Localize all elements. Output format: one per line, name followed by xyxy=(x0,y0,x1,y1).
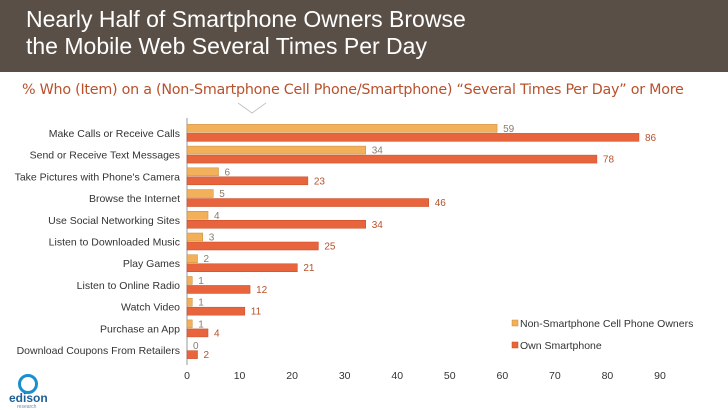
bar-smartphone xyxy=(186,306,246,316)
data-label: 1 xyxy=(198,298,204,309)
bar-non-smartphone xyxy=(186,211,209,220)
logo-subtext: research xyxy=(17,404,37,410)
bar-smartphone xyxy=(186,263,298,272)
data-label: 12 xyxy=(256,285,268,296)
data-label: 21 xyxy=(303,263,315,274)
subtitle-callout-notch xyxy=(237,102,267,114)
data-label: 2 xyxy=(204,350,210,361)
x-tick-label: 70 xyxy=(549,370,561,382)
data-label: 4 xyxy=(214,211,220,222)
category-label: Use Social Networking Sites xyxy=(48,215,180,227)
data-label: 34 xyxy=(372,220,384,231)
x-tick-label: 80 xyxy=(602,370,614,382)
data-label: 0 xyxy=(193,341,199,352)
category-label: Send or Receive Text Messages xyxy=(30,150,180,162)
x-tick-label: 0 xyxy=(184,370,190,382)
bar-smartphone xyxy=(186,350,198,359)
bar-smartphone xyxy=(186,328,209,338)
x-tick-label: 30 xyxy=(339,370,351,382)
category-label: Purchase an App xyxy=(100,323,180,335)
x-tick-label: 10 xyxy=(234,370,246,382)
data-label: 11 xyxy=(251,307,262,318)
data-label: 1 xyxy=(198,319,204,330)
edison-logo: edison research xyxy=(8,374,68,410)
data-label: 25 xyxy=(324,242,336,253)
data-label: 86 xyxy=(645,133,657,144)
category-label: Watch Video xyxy=(121,302,180,314)
legend-swatch-non-smartphone xyxy=(511,319,519,327)
category-label: Take Pictures with Phone's Camera xyxy=(15,171,181,183)
data-label: 5 xyxy=(219,189,225,200)
data-label: 34 xyxy=(372,146,384,157)
data-label: 4 xyxy=(214,328,220,339)
bar-non-smartphone xyxy=(186,189,214,198)
bar-non-smartphone xyxy=(186,276,193,285)
legend-label: Non-Smartphone Cell Phone Owners xyxy=(520,318,693,330)
bar-smartphone xyxy=(186,241,319,251)
category-label: Make Calls or Receive Calls xyxy=(49,128,180,140)
title-banner: Nearly Half of Smartphone Owners Browse … xyxy=(0,0,728,72)
bar-non-smartphone xyxy=(186,254,198,263)
bar-non-smartphone xyxy=(186,167,219,177)
data-label: 6 xyxy=(225,167,231,178)
x-tick-label: 40 xyxy=(391,370,403,382)
slide-title-line-2: the Mobile Web Several Times Per Day xyxy=(26,33,427,59)
x-tick-label: 90 xyxy=(654,370,666,382)
data-label: 46 xyxy=(435,198,447,209)
x-tick-label: 60 xyxy=(496,370,508,382)
x-tick-label: 20 xyxy=(286,370,298,382)
slide-title: Nearly Half of Smartphone Owners Browse … xyxy=(26,6,716,60)
category-label: Listen to Online Radio xyxy=(77,280,180,292)
bar-smartphone xyxy=(186,285,251,294)
data-label: 23 xyxy=(314,176,326,187)
data-label: 78 xyxy=(603,155,615,166)
bar-smartphone xyxy=(186,198,430,207)
category-label: Play Games xyxy=(123,258,180,270)
bar-non-smartphone xyxy=(186,232,204,242)
bar-non-smartphone xyxy=(186,124,498,133)
data-label: 1 xyxy=(198,276,204,287)
logo-wordmark: edison xyxy=(9,391,48,405)
chart-subtitle: % Who (Item) on a (Non-Smartphone Cell P… xyxy=(22,82,684,98)
legend-label: Own Smartphone xyxy=(520,340,602,352)
bar-smartphone xyxy=(186,154,598,164)
legend-swatch-smartphone xyxy=(511,341,519,349)
slide-title-line-1: Nearly Half of Smartphone Owners Browse xyxy=(26,6,466,32)
bar-smartphone xyxy=(186,220,366,229)
bar-non-smartphone xyxy=(186,145,366,155)
logo-ring-icon xyxy=(18,374,38,394)
category-label: Download Coupons From Retailers xyxy=(17,345,180,357)
x-tick-label: 50 xyxy=(444,370,456,382)
data-label: 3 xyxy=(209,233,215,244)
data-label: 2 xyxy=(204,254,210,265)
bar-non-smartphone xyxy=(186,297,193,307)
data-label: 59 xyxy=(503,124,515,135)
bar-smartphone xyxy=(186,176,309,186)
category-label: Browse the Internet xyxy=(89,193,180,205)
bar-smartphone xyxy=(186,133,640,142)
bar-non-smartphone xyxy=(186,319,193,329)
category-label: Listen to Downloaded Music xyxy=(49,237,180,249)
